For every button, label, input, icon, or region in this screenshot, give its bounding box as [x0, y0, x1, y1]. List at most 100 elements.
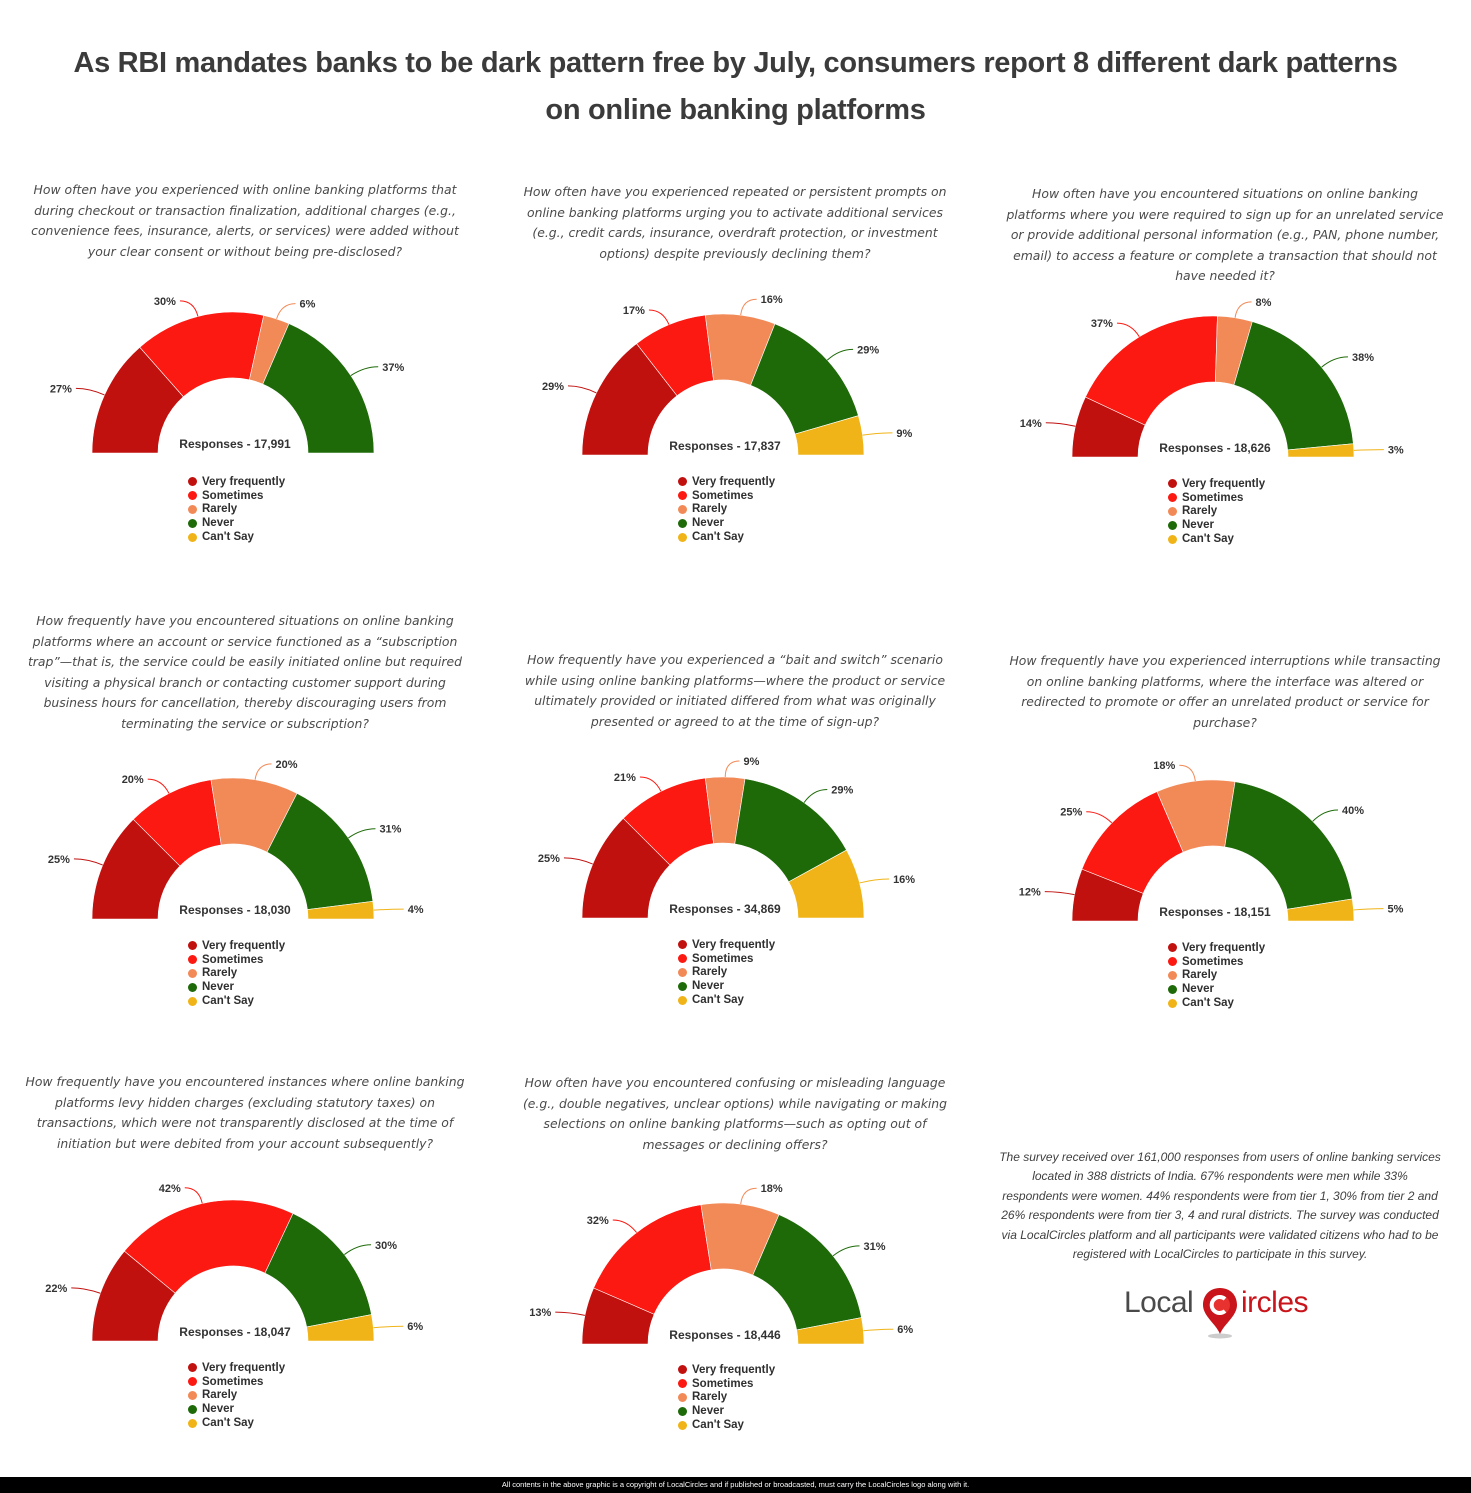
legend-swatch-icon: [188, 955, 197, 965]
leader-line: [1321, 356, 1348, 368]
legend-item: Never: [1168, 518, 1265, 532]
legend-label: Can't Say: [202, 995, 254, 1008]
responses-count: Responses - 18,446: [669, 1328, 781, 1342]
legend-label: Never: [202, 517, 234, 530]
legend-swatch-icon: [1168, 534, 1177, 544]
leader-line: [373, 1325, 404, 1329]
half-donut-chart: 22% 42% 30% 6% Responses - 18,047: [45, 1183, 423, 1342]
legend-swatch-icon: [1168, 943, 1177, 953]
question-text: How frequently have you experienced inte…: [1009, 653, 1441, 730]
responses-count: Responses - 17,837: [669, 439, 781, 453]
leader-line: [254, 763, 272, 780]
legend-label: Sometimes: [202, 953, 264, 966]
data-label: 4%: [408, 904, 424, 916]
leader-line: [863, 1328, 894, 1332]
leader-line: [276, 303, 296, 320]
data-label: 40%: [1342, 805, 1364, 817]
legend-item: Sometimes: [188, 953, 285, 967]
copyright-footer: All contents in the above graphic is a c…: [0, 1477, 1471, 1493]
legend-item: Can't Say: [1168, 532, 1265, 546]
leader-line: [1353, 908, 1384, 911]
legend-label: Sometimes: [692, 1377, 754, 1390]
legend-item: Rarely: [678, 966, 775, 980]
leader-line: [344, 1244, 372, 1255]
legend-label: Very frequently: [692, 475, 776, 488]
data-label: 6%: [897, 1324, 913, 1336]
legend-label: Very frequently: [692, 1363, 776, 1376]
legend-swatch-icon: [188, 491, 197, 501]
half-donut-chart: 25% 21% 9% 29% 16% Responses - 34,869: [538, 756, 915, 919]
legend-item: Never: [678, 1404, 775, 1418]
data-label: 18%: [761, 1183, 783, 1195]
chart-legend: Very frequently Sometimes Rarely Never Can't…: [1168, 941, 1265, 1010]
leader-line: [73, 858, 103, 866]
legend-item: Sometimes: [188, 1375, 285, 1389]
half-donut-chart: 27% 30% 6% 37% Responses - 17,991: [50, 296, 404, 454]
legend-label: Never: [692, 517, 724, 530]
chart-legend: Very frequently Sometimes Rarely Never Can't…: [678, 938, 775, 1007]
legend-label: Sometimes: [692, 489, 754, 502]
data-label: 18%: [1153, 760, 1175, 772]
chart-legend: Very frequently Sometimes Rarely Never Can't…: [678, 475, 775, 544]
legend-item: Rarely: [188, 1389, 285, 1403]
leader-line: [348, 828, 376, 839]
half-donut-chart: 13% 32% 18% 31% 6% Responses - 18,446: [529, 1183, 913, 1345]
legend-swatch-icon: [1168, 984, 1177, 994]
legend-item: Can't Say: [1168, 996, 1265, 1010]
legend-item: Never: [188, 516, 285, 530]
page-title: As RBI mandates banks to be dark pattern…: [0, 40, 1471, 134]
question-text: How frequently have you encountered situ…: [27, 613, 463, 731]
leader-line: [803, 789, 828, 803]
chart-legend: Very frequently Sometimes Rarely Never Can't…: [188, 475, 285, 544]
logo-text-local: Local: [1124, 1286, 1194, 1319]
legend-item: Sometimes: [678, 1377, 775, 1391]
leader-line: [740, 298, 757, 316]
legend-item: Very frequently: [188, 1361, 285, 1375]
legend-label: Sometimes: [1182, 955, 1244, 968]
data-label: 16%: [761, 294, 783, 306]
segment-can-t-say: [788, 849, 865, 919]
legend-swatch-icon: [188, 941, 197, 951]
data-label: 37%: [382, 362, 404, 374]
legend-label: Never: [202, 1403, 234, 1416]
legend-label: Can't Say: [202, 531, 254, 544]
data-label: 21%: [614, 772, 636, 784]
legend-swatch-icon: [188, 518, 197, 528]
segment-sometimes: [123, 1199, 294, 1294]
legend-swatch-icon: [678, 477, 687, 487]
legend-label: Rarely: [202, 1389, 238, 1402]
legend-label: Rarely: [202, 503, 238, 516]
responses-count: Responses - 18,030: [179, 903, 291, 917]
logo-text-ircles: ircles: [1241, 1286, 1309, 1319]
legend-item: Never: [1168, 982, 1265, 996]
legend-item: Very frequently: [188, 475, 285, 489]
legend-swatch-icon: [1168, 998, 1177, 1008]
legend-swatch-icon: [188, 477, 197, 487]
legend-item: Can't Say: [188, 530, 285, 544]
leader-line: [826, 348, 854, 361]
leader-line: [350, 366, 379, 377]
leader-line: [639, 776, 662, 792]
legend-label: Can't Say: [692, 994, 744, 1007]
legend-swatch-icon: [678, 981, 687, 991]
data-label: 31%: [864, 1241, 886, 1253]
legend-swatch-icon: [678, 954, 687, 964]
legend-swatch-icon: [678, 532, 687, 542]
legend-swatch-icon: [188, 504, 197, 514]
legend-item: Rarely: [1168, 505, 1265, 519]
legend-swatch-icon: [1168, 970, 1177, 980]
data-label: 20%: [276, 759, 298, 771]
legend-item: Sometimes: [1168, 955, 1265, 969]
legend-label: Can't Say: [692, 531, 744, 544]
legend-item: Rarely: [678, 1391, 775, 1405]
legend-item: Sometimes: [678, 952, 775, 966]
legend-swatch-icon: [188, 996, 197, 1006]
localcircles-logo: Local ircles: [1124, 1284, 1324, 1340]
legend-label: Rarely: [202, 967, 238, 980]
legend-label: Very frequently: [202, 939, 286, 952]
legend-swatch-icon: [678, 995, 687, 1005]
chart-legend: Very frequently Sometimes Rarely Never Can't…: [188, 1361, 285, 1430]
legend-swatch-icon: [1168, 479, 1177, 489]
data-label: 25%: [538, 853, 560, 865]
data-label: 29%: [542, 381, 564, 393]
